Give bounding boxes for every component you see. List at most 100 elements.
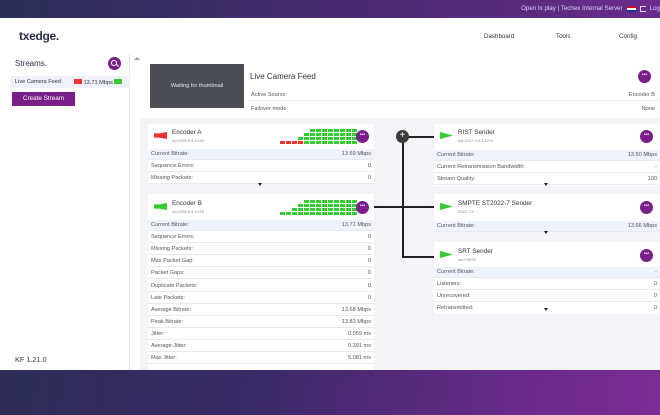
flag-icon[interactable] (626, 5, 636, 12)
packet-cell (316, 137, 321, 140)
sidebar: Streams. Live Camera Feed 13.71 Mbps Cre… (0, 54, 130, 370)
smpte-sender-card[interactable]: SMPTE ST2022-7 Sender 2022-7:// Current … (434, 194, 660, 234)
nav-tools[interactable]: Tools (556, 33, 571, 40)
stream-item-name: Live Camera Feed (15, 79, 62, 85)
sender-status-icon (114, 79, 123, 84)
packet-cell (292, 141, 297, 144)
sender-output-icon (440, 132, 453, 139)
packet-cell (292, 137, 297, 140)
plus-icon[interactable]: + (396, 130, 409, 143)
packet-cell (298, 208, 303, 211)
packet-cell (334, 137, 339, 140)
rist-sender-card[interactable]: RIST Sender rist://127.0.0.1:1279 Curren… (434, 124, 660, 186)
smpte-address: 2022-7:// (458, 209, 474, 214)
sidebar-stream-item[interactable]: Live Camera Feed 13.71 Mbps (10, 76, 130, 88)
packet-cell (334, 141, 339, 144)
packet-cell (286, 200, 291, 203)
encoder-b-address: rtp://235.5.5.4:110 (172, 209, 205, 214)
encoder-a-row: Sequence Errors: 0 (148, 161, 374, 172)
packet-cell (304, 208, 309, 211)
packet-cell (340, 200, 345, 203)
rist-more-icon[interactable] (640, 130, 653, 143)
scroll-up-icon[interactable] (134, 57, 140, 60)
encoder-b-row: Duplicate Packets: 0 (148, 281, 374, 292)
encoder-a-card[interactable]: Encoder A rtp://235.5.5.4:100 Current Bi… (148, 124, 374, 186)
encoder-a-more-icon[interactable] (356, 130, 369, 143)
encoder-b-more-icon[interactable] (356, 201, 369, 214)
packet-cell (304, 204, 309, 207)
packet-cell (304, 137, 309, 140)
search-icon[interactable] (108, 57, 121, 70)
packet-cell (346, 208, 351, 211)
encoder-status-icon (74, 79, 82, 84)
packet-cell (316, 141, 321, 144)
logout-link[interactable]: Log (649, 5, 660, 12)
packet-cell (346, 204, 351, 207)
stream-more-icon[interactable] (638, 70, 651, 83)
expand-chevron-icon[interactable] (544, 231, 548, 234)
packet-cell (298, 133, 303, 136)
packet-cell (328, 141, 333, 144)
encoder-input-icon (154, 203, 167, 210)
encoder-b-row: Average Bitrate: 13.68 Mbps (148, 305, 374, 316)
streams-title: Streams. (15, 59, 48, 68)
packet-cell (280, 137, 285, 140)
logo[interactable]: txedge. (19, 29, 59, 43)
nav-dashboard[interactable]: Dashboard (484, 33, 515, 40)
packet-cell (346, 137, 351, 140)
logout-icon[interactable] (639, 5, 646, 12)
encoder-input-icon (154, 132, 167, 139)
srt-row: Retransmitted: 0 (437, 304, 657, 311)
packet-cell (280, 141, 285, 144)
packet-cell (280, 200, 285, 203)
smpte-name: SMPTE ST2022-7 Sender (458, 200, 533, 207)
nav-config[interactable]: Config (619, 33, 637, 40)
server-info[interactable]: Open tx play | Techex Internal Server (521, 5, 623, 12)
packet-cell (334, 129, 339, 132)
packet-cell (334, 200, 339, 203)
packet-cell (286, 137, 291, 140)
sender-output-icon (440, 251, 453, 258)
packet-cell (328, 204, 333, 207)
stream-thumbnail: Waiting for thumbnail (150, 64, 244, 108)
packet-cell (280, 212, 285, 215)
packet-cell (322, 208, 327, 211)
packet-cell (280, 204, 285, 207)
packet-cell (322, 141, 327, 144)
packet-cell (316, 133, 321, 136)
stream-summary-card: Waiting for thumbnail Live Camera Feed A… (140, 54, 660, 118)
connector-line (374, 206, 434, 208)
packet-cell (292, 133, 297, 136)
rist-row: Current Bitrate: 13.50 Mbps (434, 150, 660, 161)
packet-cell (346, 129, 351, 132)
packet-cell (286, 129, 291, 132)
expand-chevron-icon[interactable] (544, 183, 548, 186)
packet-cell (310, 200, 315, 203)
packet-cell (310, 129, 315, 132)
encoder-b-card[interactable]: Encoder B rtp://235.5.5.4:110 Current Bi… (148, 194, 374, 370)
expand-chevron-icon[interactable] (544, 308, 548, 311)
create-stream-button[interactable]: Create Stream (12, 92, 75, 106)
app-window: Open tx play | Techex Internal Server Lo… (0, 0, 660, 370)
top-bar: Open tx play | Techex Internal Server Lo… (0, 0, 660, 18)
encoder-b-row: Packet Gaps: 0 (148, 268, 374, 280)
smpte-more-icon[interactable] (640, 201, 653, 214)
srt-sender-card[interactable]: SRT Sender srt://:9999 Current Bitrate:-… (434, 242, 660, 314)
packet-cell (340, 137, 345, 140)
packet-cell (316, 208, 321, 211)
packet-cell (304, 133, 309, 136)
encoder-b-row: Sequence Errors: 0 (148, 232, 374, 244)
failover-row: Failover mode: None (251, 105, 655, 112)
packet-cell (340, 208, 345, 211)
rist-name: RIST Sender (458, 129, 495, 136)
packet-cell (286, 141, 291, 144)
packet-cell (298, 129, 303, 132)
packet-cell (292, 204, 297, 207)
expand-chevron-icon[interactable] (258, 183, 262, 186)
packet-cell (304, 141, 309, 144)
packet-cell (280, 133, 285, 136)
srt-more-icon[interactable] (640, 249, 653, 262)
packet-cell (310, 212, 315, 215)
packet-status-grid (280, 200, 357, 215)
stream-item-bitrate: 13.71 Mbps (83, 80, 113, 86)
